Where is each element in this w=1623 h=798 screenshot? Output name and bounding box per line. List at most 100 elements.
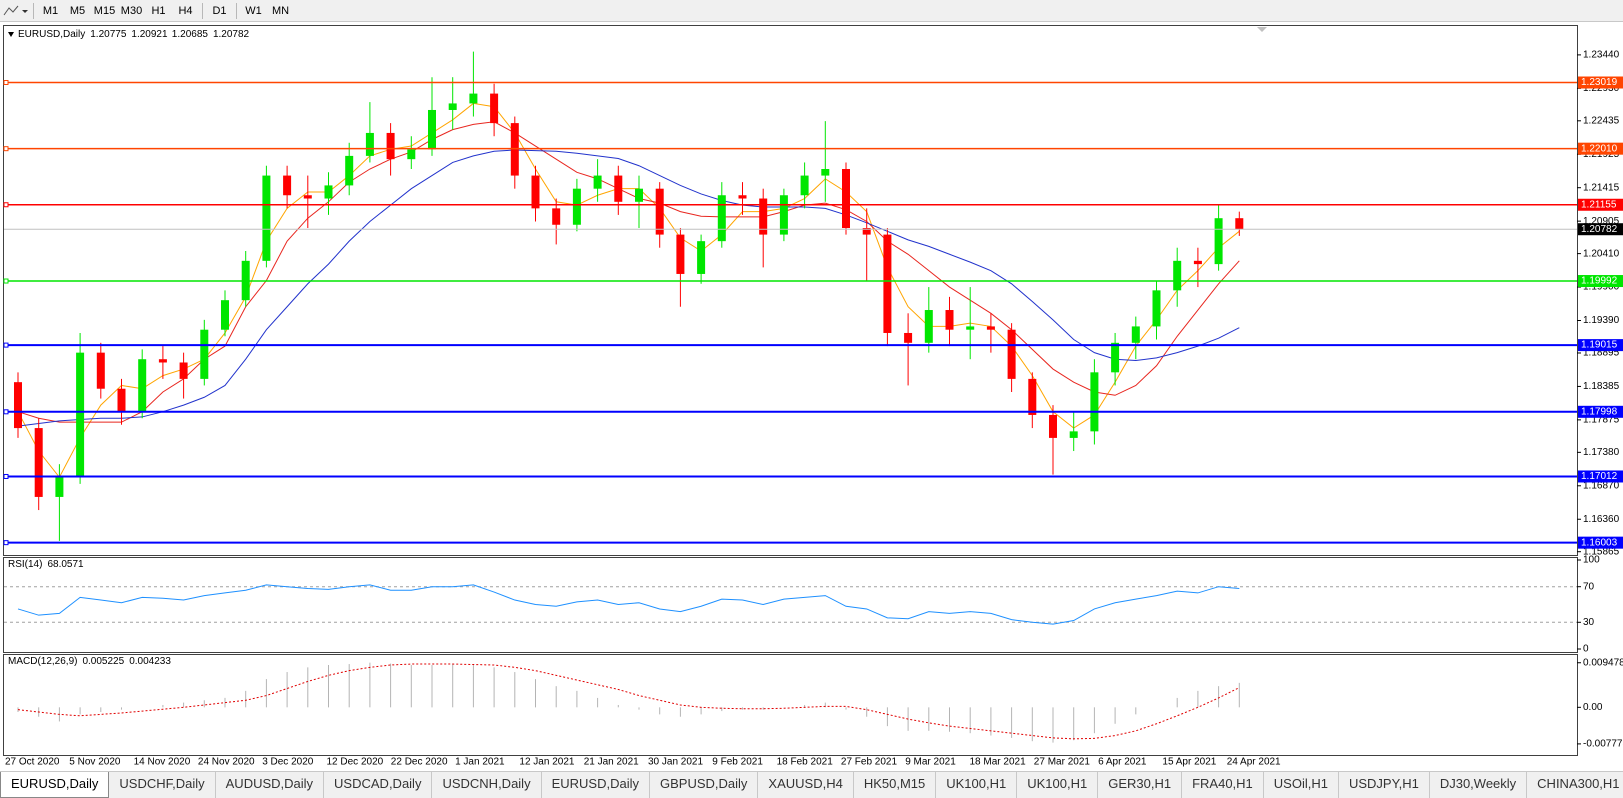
candle-body bbox=[200, 329, 209, 379]
y-tick-label: 100 bbox=[1583, 555, 1600, 566]
candle-body bbox=[697, 241, 706, 274]
level-handle bbox=[3, 278, 9, 284]
candle-body bbox=[1090, 372, 1099, 432]
chart-tab[interactable]: USDCHF,Daily bbox=[109, 772, 216, 798]
chart-tab[interactable]: EURUSD,Daily bbox=[0, 772, 110, 798]
y-tick-label: 1.18385 bbox=[1583, 381, 1620, 392]
level-label: 1.23019 bbox=[1581, 77, 1618, 88]
candle-body bbox=[117, 388, 126, 412]
chart-tab[interactable]: GER30,H1 bbox=[1098, 772, 1183, 798]
chart-tab[interactable]: UK100,H1 bbox=[936, 772, 1018, 798]
candle-body bbox=[303, 195, 312, 199]
level-label-box bbox=[1578, 275, 1623, 288]
candle-body bbox=[262, 175, 271, 261]
x-tick-label: 3 Dec 2020 bbox=[262, 757, 314, 768]
chart-tab[interactable]: USDCAD,Daily bbox=[324, 772, 433, 798]
candle-body bbox=[1111, 342, 1120, 373]
level-label-box bbox=[1578, 76, 1623, 89]
chart-tab[interactable]: EURUSD,Daily bbox=[542, 772, 650, 798]
timeframe-button[interactable]: H1 bbox=[151, 4, 166, 17]
chart-tab[interactable]: DJ30,Weekly bbox=[1430, 772, 1528, 798]
candle-body bbox=[738, 195, 747, 199]
candle-body bbox=[1069, 431, 1078, 438]
header-value: 1.20782 bbox=[213, 29, 250, 40]
chart-tab[interactable]: HK50,M15 bbox=[854, 772, 937, 798]
y-tick-label: 1.15865 bbox=[1583, 546, 1620, 557]
x-tick-label: 22 Dec 2020 bbox=[391, 757, 448, 768]
candle-body bbox=[179, 362, 188, 379]
candle-body bbox=[966, 326, 975, 330]
rsi-line bbox=[17, 584, 1240, 625]
x-tick-label: 27 Feb 2021 bbox=[841, 757, 898, 768]
candle-body bbox=[55, 477, 64, 497]
y-tick-label: 70 bbox=[1583, 581, 1595, 592]
chart-tab[interactable]: CHINA300,H1 bbox=[1527, 772, 1623, 798]
level-handle bbox=[3, 146, 9, 152]
candle-body bbox=[1152, 290, 1161, 327]
y-tick-label: -0.007778 bbox=[1583, 739, 1623, 750]
level-label-box bbox=[1578, 198, 1623, 211]
separator bbox=[33, 2, 34, 19]
chart-tab[interactable]: USDCNH,Daily bbox=[432, 772, 542, 798]
level-label-box bbox=[1578, 339, 1623, 352]
chart-tab[interactable]: USOil,H1 bbox=[1264, 772, 1339, 798]
y-tick-label: 1.19390 bbox=[1583, 315, 1620, 326]
chart-tab[interactable]: USDJPY,H1 bbox=[1339, 772, 1430, 798]
timeframe-button[interactable]: M1 bbox=[42, 4, 59, 17]
header-value: 1.20921 bbox=[131, 29, 168, 40]
y-tick-label: 1.18895 bbox=[1583, 348, 1620, 359]
timeframe-button[interactable]: H4 bbox=[178, 4, 193, 17]
timeframe-button[interactable]: M15 bbox=[93, 4, 116, 17]
candle-body bbox=[407, 149, 416, 160]
candle-body bbox=[1049, 414, 1057, 438]
x-tick-label: 9 Mar 2021 bbox=[905, 757, 956, 768]
chart-header: EURUSD,Daily 1.20775 1.20921 1.20685 1.20782 bbox=[18, 29, 250, 40]
chart-tab[interactable]: XAUUSD,H4 bbox=[758, 772, 854, 798]
candle-body bbox=[842, 169, 850, 229]
candle-body bbox=[96, 352, 105, 389]
x-tick-label: 21 Jan 2021 bbox=[584, 757, 639, 768]
candle-body bbox=[635, 188, 643, 202]
candle-body bbox=[1193, 260, 1202, 265]
candle-body bbox=[1131, 326, 1140, 343]
candle-body bbox=[365, 132, 374, 156]
level-label-box bbox=[1578, 536, 1623, 549]
candle-body bbox=[1173, 260, 1182, 291]
candle-body bbox=[490, 93, 499, 124]
chart-tab[interactable]: AUDUSD,Daily bbox=[216, 772, 325, 798]
timeframe-button[interactable]: D1 bbox=[212, 4, 227, 17]
x-tick-label: 9 Feb 2021 bbox=[712, 757, 763, 768]
timeframe-button[interactable]: M30 bbox=[120, 4, 143, 17]
x-tick-label: 5 Nov 2020 bbox=[69, 757, 121, 768]
level-handle bbox=[3, 80, 9, 86]
toolbar-icon[interactable] bbox=[0, 0, 30, 22]
y-tick-label: 1.19900 bbox=[1583, 282, 1620, 293]
chart-tab[interactable]: FRA40,H1 bbox=[1182, 772, 1264, 798]
y-tick-label: 1.23440 bbox=[1583, 50, 1620, 61]
level-label: 1.16003 bbox=[1581, 537, 1618, 548]
level-label: 1.21155 bbox=[1581, 199, 1617, 210]
header-value: 1.20775 bbox=[90, 29, 127, 40]
candle-body bbox=[428, 109, 436, 150]
candle-body bbox=[1028, 378, 1037, 415]
timeframe-button[interactable]: M5 bbox=[69, 4, 86, 17]
x-tick-label: 15 Apr 2021 bbox=[1162, 757, 1216, 768]
chart-tab[interactable]: GBPUSD,Daily bbox=[650, 772, 759, 798]
candle-body bbox=[1235, 218, 1244, 230]
chart-tab[interactable]: UK100,H1 bbox=[1017, 772, 1099, 798]
candle-body bbox=[386, 132, 395, 160]
level-label: 1.19992 bbox=[1581, 276, 1618, 287]
timeframe-button[interactable]: W1 bbox=[245, 4, 262, 17]
candle-body bbox=[221, 300, 229, 330]
y-tick-label: 30 bbox=[1583, 617, 1595, 628]
y-tick-label: 0.00 bbox=[1583, 702, 1603, 713]
menu-arrow[interactable] bbox=[8, 32, 14, 37]
timeframe-button[interactable]: MN bbox=[271, 4, 290, 17]
candle-body bbox=[717, 195, 726, 242]
chart-shift-marker[interactable] bbox=[1257, 27, 1267, 32]
y-tick-label: 0.009478 bbox=[1583, 657, 1623, 668]
last-price-label: 1.20782 bbox=[1581, 224, 1618, 235]
level-label-box bbox=[1578, 405, 1623, 418]
candle-body bbox=[158, 359, 167, 363]
header-value: RSI(14) bbox=[8, 559, 42, 570]
